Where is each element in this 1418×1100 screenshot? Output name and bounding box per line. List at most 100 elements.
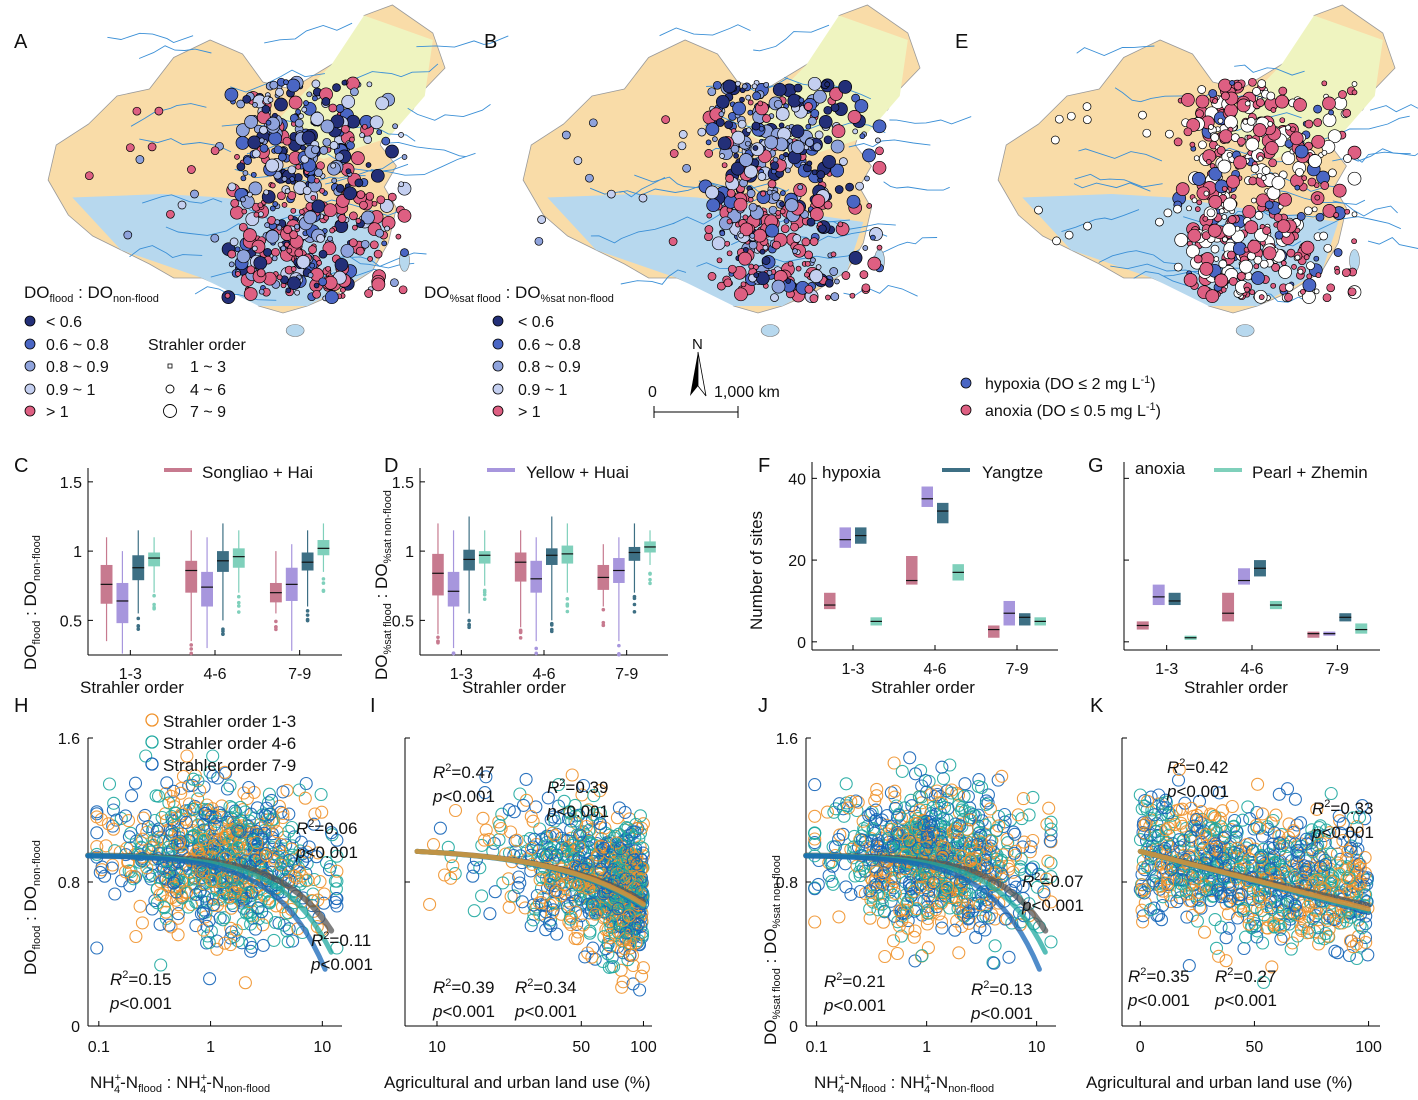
site-dot — [287, 214, 294, 221]
scatter-point — [90, 826, 104, 840]
river — [416, 35, 509, 48]
river — [1369, 104, 1418, 113]
f-ylabel: Number of sites — [747, 511, 766, 630]
scatter-point — [1272, 787, 1286, 801]
site-dot — [258, 288, 265, 295]
site-dot — [810, 257, 816, 263]
scatter-point — [128, 776, 143, 790]
site-dot — [705, 122, 720, 137]
scatter-point — [952, 946, 966, 960]
site-dot — [725, 174, 734, 183]
site-dot — [1183, 273, 1198, 287]
scatter-point — [995, 769, 1009, 783]
region-legend-yangtze: Yangtze — [942, 463, 1043, 482]
site-dot — [815, 264, 822, 270]
site-dot — [1268, 158, 1277, 168]
outlier — [482, 597, 487, 601]
site-dot — [845, 182, 854, 192]
site-dot — [356, 190, 366, 199]
site-dot — [1290, 126, 1296, 133]
scatter-point — [202, 935, 216, 950]
map-a-ratio-title: DOflood : DOnon-flood — [24, 283, 159, 305]
site-dot — [258, 137, 265, 144]
site-dot — [1279, 117, 1286, 124]
site-dot — [243, 156, 252, 165]
site-dot — [1245, 137, 1260, 152]
site-dot — [852, 128, 859, 135]
scatter-point — [550, 927, 564, 941]
site-dot — [285, 287, 292, 294]
site-dot — [739, 153, 753, 167]
site-dot — [1210, 244, 1220, 254]
y-tick-label: 1.5 — [60, 475, 82, 492]
site-dot — [381, 136, 391, 146]
legend-label-08-09: 0.8 ~ 0.9 — [518, 359, 581, 376]
river — [264, 22, 353, 44]
site-dot — [712, 80, 722, 90]
site-dot — [1351, 211, 1358, 218]
site-dot — [1321, 149, 1328, 156]
c-ylabel-text: DOflood : DOnon-flood — [21, 535, 43, 670]
scatter-point — [245, 940, 259, 954]
site-dot — [705, 185, 719, 200]
box — [1222, 592, 1235, 622]
site-dot — [235, 123, 250, 137]
strahler-legend-title: Strahler order — [148, 337, 246, 354]
site-dot — [1285, 124, 1291, 131]
site-dot — [849, 292, 856, 299]
site-dot — [1341, 268, 1351, 278]
site-dot — [1257, 155, 1264, 162]
outlier — [189, 643, 194, 647]
site-dot — [278, 152, 287, 162]
river — [634, 174, 716, 193]
scale-end: 1,000 km — [714, 384, 780, 401]
g-xlabel: Strahler order — [1184, 678, 1288, 697]
site-dot — [1278, 86, 1288, 96]
site-dot — [1250, 197, 1257, 204]
scatter-point — [987, 956, 1001, 970]
site-dot — [733, 152, 739, 159]
site-dot — [778, 122, 785, 129]
strahler-size-large — [163, 404, 177, 418]
box — [628, 546, 641, 561]
site-dot — [734, 287, 748, 302]
site-dot — [1311, 206, 1318, 213]
site-dot — [264, 222, 270, 228]
site-dot — [241, 208, 248, 215]
site-dot — [371, 200, 378, 207]
site-dot — [273, 145, 283, 155]
site-dot — [779, 201, 785, 207]
site-dot — [359, 200, 368, 210]
scatter-point — [220, 782, 235, 796]
site-dot — [1323, 243, 1333, 253]
site-dot — [1294, 254, 1301, 261]
box — [1238, 568, 1250, 585]
site-dot — [1344, 208, 1351, 215]
site-dot — [1267, 121, 1274, 127]
site-dot — [792, 248, 798, 254]
site-dot — [748, 240, 758, 250]
site-dot — [1237, 271, 1246, 281]
scatter-point — [1209, 941, 1224, 955]
site-dot — [324, 290, 339, 305]
site-dot — [1244, 100, 1251, 107]
panel-letter-f: F — [758, 455, 770, 477]
site-dot — [125, 143, 135, 153]
site-dot — [319, 146, 329, 155]
site-dot — [286, 78, 301, 93]
x-tick-label: 100 — [1355, 1039, 1382, 1056]
x-tick-label: 0 — [1136, 1039, 1145, 1056]
y-tick-label: 1 — [73, 544, 82, 561]
d-ylabel: DO%sat flood : DO%sat non-flood — [372, 490, 394, 680]
site-dot — [809, 237, 819, 246]
site-dot — [294, 118, 304, 128]
outlier — [152, 593, 156, 598]
site-dot — [283, 225, 292, 234]
site-dot — [288, 95, 303, 110]
site-dot — [251, 149, 261, 159]
site-dot — [238, 222, 248, 232]
x-tick-label: 7-9 — [1326, 661, 1349, 678]
site-dot — [855, 181, 864, 191]
site-dot — [814, 130, 824, 140]
scatter-point — [578, 950, 592, 964]
